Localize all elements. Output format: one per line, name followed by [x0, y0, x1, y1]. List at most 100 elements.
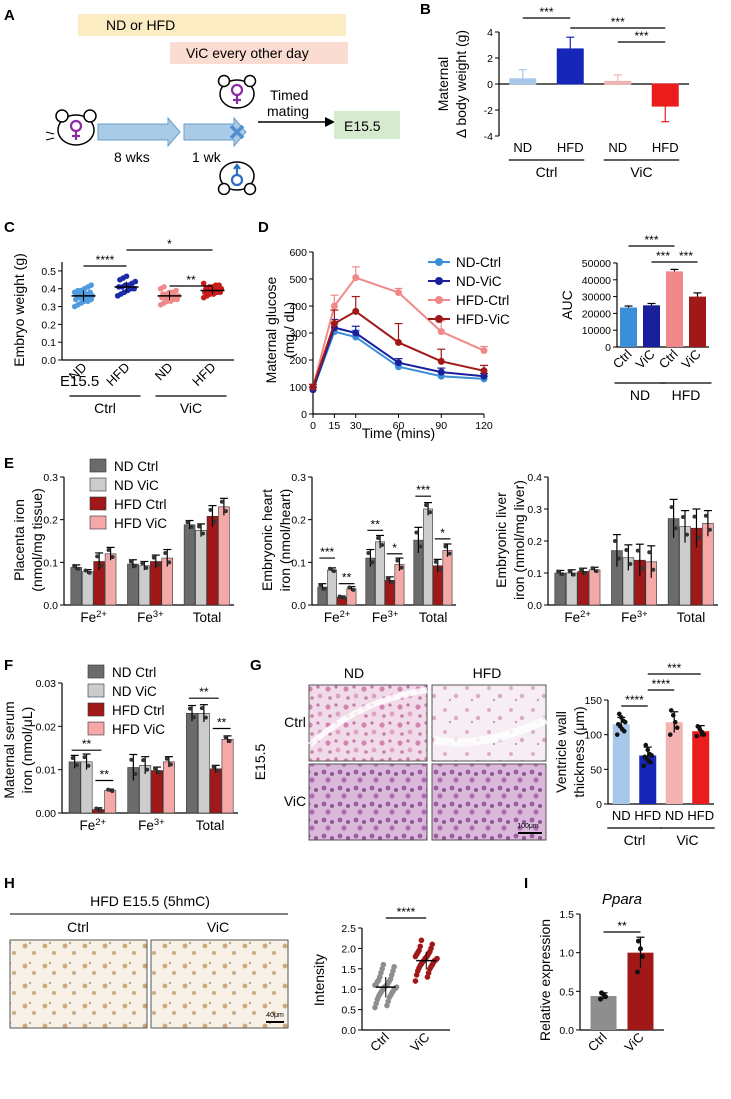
b-category-label: HFD — [652, 140, 679, 155]
b-y-tick-label: 0 — [487, 79, 493, 91]
auc-y-tick-label: 0 — [605, 342, 611, 354]
auc-group-label: ND — [630, 387, 650, 403]
e2-data-point — [447, 551, 452, 556]
e1-group-label: Fe3+ — [137, 609, 164, 626]
histology-hfd-ctrl — [431, 684, 547, 762]
arrow-8wks — [97, 116, 181, 148]
e2-bar — [375, 541, 385, 606]
f-data-point — [157, 770, 162, 775]
g-data-point — [616, 711, 622, 717]
e2-bar — [442, 550, 453, 606]
d-x-tick-label: 120 — [475, 420, 493, 432]
h-y-tick-label: 2.0 — [341, 943, 356, 955]
staining-ctrl — [9, 939, 148, 1029]
d-series-line — [312, 330, 485, 391]
d-data-point — [437, 368, 445, 376]
d-legend-label: ND-ViC — [456, 274, 502, 289]
b-category-label: HFD — [557, 140, 584, 155]
i-data-point — [599, 990, 605, 996]
g-y-tick-label: 150 — [584, 695, 602, 707]
e1-group-label: Fe2+ — [80, 609, 107, 626]
g-data-point — [694, 733, 700, 739]
e2-y-label-2: iron (nmol/heart) — [277, 489, 293, 592]
e1-data-point — [151, 555, 156, 560]
i-y-tick-label: 0.0 — [559, 1025, 574, 1037]
e1-data-point — [76, 566, 81, 571]
f-bar — [104, 790, 117, 814]
e1-y-tick-label: 0.2 — [43, 515, 58, 527]
f-y-tick-label: 0.00 — [36, 808, 57, 820]
d-legend-marker — [435, 315, 443, 323]
e1-data-point — [163, 550, 168, 555]
e2-data-point — [376, 536, 381, 541]
e3-data-point — [692, 514, 697, 519]
e1-data-point — [140, 561, 145, 566]
c-y-tick-label: 0.2 — [41, 319, 56, 331]
timed-mating-label-1: Timed — [270, 87, 308, 103]
f-data-point — [94, 806, 99, 811]
e3-data-point — [624, 547, 629, 552]
g-row-vic: ViC — [284, 793, 306, 809]
e2-bar — [327, 569, 337, 606]
e3-data-point — [590, 566, 595, 571]
g-significance-label: **** — [625, 693, 644, 707]
i-data-point — [635, 938, 641, 944]
e2-significance-label: *** — [416, 483, 430, 497]
e2-data-point — [370, 560, 375, 565]
e1-y-tick-label: 0.1 — [43, 557, 58, 569]
f-bar — [186, 713, 198, 814]
g-scale-label: 100μm — [517, 823, 539, 830]
h-img-vic-label: ViC — [207, 919, 229, 935]
e3-data-point — [583, 571, 588, 575]
tissue-edge — [433, 716, 548, 747]
e3-data-point — [639, 566, 644, 571]
f-significance-label: ** — [100, 768, 110, 782]
e3-data-point — [647, 550, 652, 555]
e2-y-label-1: Embryonic heart — [259, 489, 275, 591]
b-significance-label: *** — [611, 15, 625, 29]
d-series-line — [312, 326, 485, 391]
auc-y-tick-label: 10000 — [582, 325, 611, 337]
i-category-label: Ctrl — [585, 1029, 610, 1054]
c-data-point — [200, 280, 207, 287]
d-data-point — [352, 329, 360, 337]
auc-y-tick-label: 30000 — [582, 292, 611, 304]
female-mouse-icon — [217, 74, 257, 109]
f-legend-swatch — [87, 664, 105, 679]
f-bar — [209, 768, 222, 814]
g-data-point — [647, 751, 653, 757]
g-category-label: ND — [665, 808, 684, 823]
d-data-point — [330, 320, 338, 328]
i-y-label: Relative expression — [537, 919, 553, 1041]
d-data-point — [309, 383, 317, 391]
e2-group-label: Fe2+ — [324, 609, 351, 626]
h-data-point — [393, 984, 400, 990]
e1-data-point — [155, 562, 160, 567]
g-data-point — [643, 742, 649, 748]
g-data-point — [667, 732, 673, 737]
auc-y-tick-label: 50000 — [582, 258, 611, 270]
g-data-point — [620, 718, 626, 724]
g-group-label: Ctrl — [624, 832, 646, 848]
b-category-label: ND — [608, 140, 627, 155]
e2-data-point — [322, 586, 327, 591]
e3-group-label: Fe3+ — [621, 609, 648, 626]
e1-bar — [218, 506, 230, 606]
panel-letter-g: G — [250, 657, 262, 674]
f-legend-swatch — [87, 702, 105, 717]
e3-group-label: Total — [677, 610, 706, 625]
d-data-point — [395, 338, 402, 346]
b-y-tick-label: -2 — [484, 105, 493, 117]
e3-data-point — [567, 569, 572, 574]
auc-significance-label: *** — [644, 233, 658, 247]
e-legend-swatch — [89, 496, 107, 511]
h-img-ctrl-label: Ctrl — [67, 919, 89, 935]
f-data-point — [215, 768, 220, 773]
e3-y-label-2: iron (nmol/mg liver) — [511, 480, 527, 600]
f-y-tick-label: 0.02 — [36, 721, 57, 733]
d-series-line — [312, 276, 485, 388]
g-y-tick-label: 100 — [584, 730, 602, 742]
g-col-hfd: HFD — [473, 665, 502, 681]
e2-data-point — [328, 566, 333, 571]
